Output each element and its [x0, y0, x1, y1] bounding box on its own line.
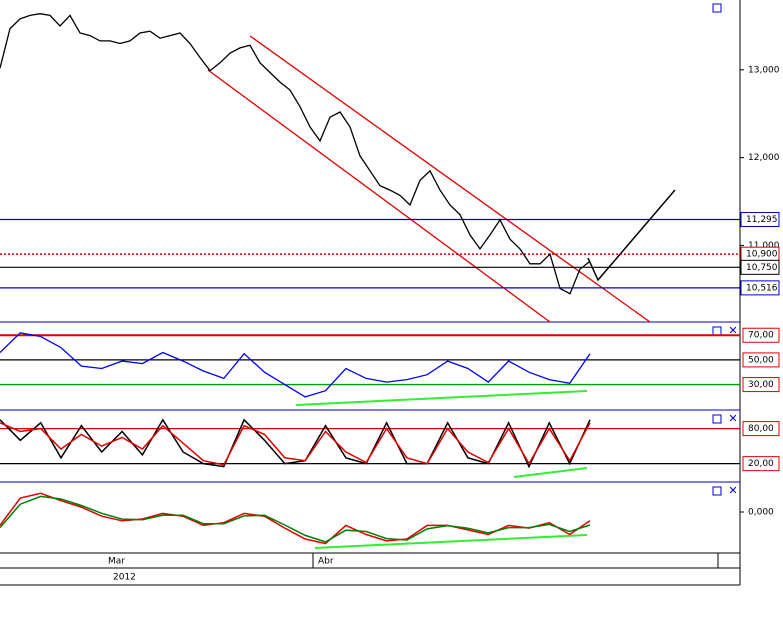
level-label: 10,516 — [746, 283, 778, 293]
y-tick-label: 70,00 — [748, 331, 774, 341]
channel-line — [207, 69, 551, 323]
month-label: Abr — [318, 557, 334, 567]
window-icon[interactable] — [712, 3, 722, 13]
y-tick-label: 50,00 — [748, 355, 774, 365]
data-line — [0, 422, 591, 466]
data-line — [0, 332, 591, 398]
tick-box — [742, 456, 780, 472]
data-line — [0, 495, 591, 543]
y-tick-label: 0,000 — [748, 508, 774, 518]
data-line — [0, 492, 591, 545]
divergence-line — [314, 534, 588, 549]
level-box — [740, 280, 780, 296]
month-label: Mar — [108, 557, 125, 567]
y-tick-label: 13,000 — [748, 65, 780, 75]
y-tick-label: 30,00 — [748, 380, 774, 390]
svg-text:✕: ✕ — [728, 412, 737, 425]
y-tick-label: 11,000 — [748, 241, 780, 251]
level-box — [740, 259, 780, 275]
svg-text:✕: ✕ — [728, 324, 737, 337]
level-label: 11,295 — [746, 215, 778, 225]
channel-line — [249, 35, 651, 323]
divergence-line — [295, 390, 588, 406]
level-box — [740, 211, 780, 227]
year-label: 2012 — [113, 573, 136, 583]
data-line — [0, 13, 591, 295]
tick-box — [742, 327, 780, 343]
tick-box — [742, 377, 780, 393]
svg-text:✕: ✕ — [728, 484, 737, 497]
level-label: 10,750 — [746, 263, 778, 273]
tick-box — [742, 421, 780, 437]
divergence-line — [513, 467, 588, 478]
y-tick-label: 80,00 — [748, 424, 774, 434]
projection-line — [587, 189, 676, 282]
y-tick-label: 12,000 — [748, 153, 780, 163]
tick-box — [742, 352, 780, 368]
level-label: 10,900 — [746, 250, 778, 260]
y-tick-label: 20,00 — [748, 459, 774, 469]
